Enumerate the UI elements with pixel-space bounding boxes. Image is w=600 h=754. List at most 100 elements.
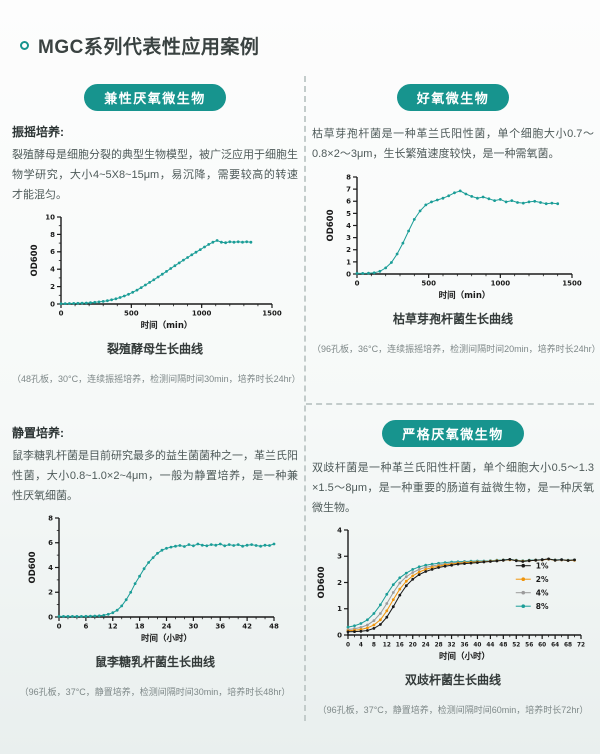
svg-text:7: 7 [346,185,351,193]
svg-text:500: 500 [421,279,436,287]
section-facultative-anaerobe: 兼性厌氧微生物 振摇培养: 裂殖酵母是细胞分裂的典型生物模型，被广泛应用于细胞生… [12,84,301,385]
badge-aerobe: 好氧微生物 [396,84,510,111]
chart-caption-lactobacillus: 鼠李糖乳杆菌生长曲线 [94,655,215,670]
svg-text:4%: 4% [536,589,549,598]
svg-text:48: 48 [269,623,279,631]
svg-text:3: 3 [346,234,351,242]
page-title: MGC系列代表性应用案例 [38,37,260,58]
chart-note-lactobacillus: （96孔板，37°C，静置培养，检测间隔时间30min，培养时长48hr） [19,687,291,698]
svg-text:42: 42 [242,623,252,631]
svg-text:1000: 1000 [491,279,511,287]
svg-text:OD600: OD600 [326,209,336,241]
svg-text:0: 0 [59,310,64,318]
svg-text:5: 5 [346,209,351,217]
description-bifidobacterium: 双歧杆菌是一种革兰氏阳性杆菌，单个细胞大小0.5～1.3 ×1.5～8μm，是一… [312,462,594,514]
svg-text:2: 2 [48,589,53,597]
svg-text:1500: 1500 [562,279,582,287]
svg-text:24: 24 [162,623,172,631]
svg-text:72: 72 [577,643,585,649]
svg-text:16: 16 [396,643,404,649]
svg-text:36: 36 [215,623,225,631]
svg-text:OD600: OD600 [28,552,38,584]
svg-text:36: 36 [460,643,468,649]
svg-text:18: 18 [135,623,145,631]
svg-text:68: 68 [564,643,572,649]
svg-text:20: 20 [409,643,417,649]
svg-text:56: 56 [525,643,533,649]
section-strict-anaerobe: 严格厌氧微生物 双歧杆菌是一种革兰氏阳性杆菌，单个细胞大小0.5～1.3 ×1.… [312,420,594,716]
svg-text:12: 12 [108,623,118,631]
svg-text:40: 40 [473,643,481,649]
svg-text:10: 10 [45,214,55,222]
svg-text:6: 6 [346,197,351,205]
svg-text:2%: 2% [536,575,549,584]
svg-text:时间（min）: 时间（min） [439,290,491,301]
svg-text:0: 0 [346,270,351,278]
bacillus-growth-chart: 0 500 1000 1500 0 1 2 3 4 5 6 7 8 时间（min） OD600 [312,169,594,301]
svg-text:500: 500 [124,310,139,318]
description-bacillus: 枯草芽孢杆菌是一种革兰氏阳性菌，单个细胞大小0.7～0.8×2～3μm，生长繁殖… [312,128,594,160]
svg-text:24: 24 [422,643,430,649]
chart-note-bifidobacterium: （96孔板，37°C，静置培养，检测间隔时间60min，培养时长72hr） [317,705,589,716]
chart-note-bacillus: （96孔板，36°C，连续振摇培养，检测间隔时间20min，培养时长24hr） [312,343,600,354]
section-aerobe: 好氧微生物 枯草芽孢杆菌是一种革兰氏阳性菌，单个细胞大小0.7～0.8×2～3μ… [312,84,600,355]
svg-text:0: 0 [50,301,55,309]
svg-text:4: 4 [50,266,55,274]
chart-caption-bacillus: 枯草芽孢杆菌生长曲线 [392,311,513,326]
svg-text:4: 4 [337,527,342,535]
badge-facultative-anaerobe: 兼性厌氧微生物 [84,84,226,111]
description-fission-yeast: 裂殖酵母是细胞分裂的典型生物模型，被广泛应用于细胞生物学研究，大小4~5X8~1… [12,149,298,201]
svg-text:0: 0 [48,614,53,622]
svg-text:28: 28 [435,643,443,649]
svg-text:0: 0 [346,643,350,649]
svg-text:0: 0 [355,279,360,287]
svg-text:8: 8 [50,231,55,239]
lactobacillus-growth-chart: 0 6 12 18 24 30 36 42 48 0 2 4 6 8 时间（小时） OD600 [12,510,298,645]
description-lactobacillus: 鼠李糖乳杆菌是目前研究最多的益生菌菌种之一，革兰氏阳性菌，大小0.8~1.0×2… [12,450,298,502]
svg-text:12: 12 [383,643,391,649]
svg-text:48: 48 [499,643,507,649]
svg-text:4: 4 [346,221,351,229]
svg-text:OD600: OD600 [317,567,327,599]
svg-text:0: 0 [337,632,342,640]
svg-text:44: 44 [486,643,494,649]
method-label-static: 静置培养: [12,426,64,440]
chart-caption-bifidobacterium: 双歧杆菌生长曲线 [404,673,501,688]
circle-bullet-icon [20,41,29,50]
svg-text:8: 8 [48,515,53,523]
yeast-growth-chart: 0 500 1000 1500 0 2 4 6 8 10 时间（min） OD600 [12,209,298,332]
section-static-culture: 静置培养: 鼠李糖乳杆菌是目前研究最多的益生菌菌种之一，革兰氏阳性菌，大小0.8… [12,424,298,698]
page-header: MGC系列代表性应用案例 [20,32,259,59]
svg-text:1000: 1000 [192,310,212,318]
svg-text:时间（小时）: 时间（小时） [141,633,192,644]
svg-text:6: 6 [50,249,55,257]
svg-text:1: 1 [337,606,342,614]
svg-text:8: 8 [372,643,376,649]
svg-text:1500: 1500 [262,310,282,318]
svg-text:OD600: OD600 [30,245,40,277]
svg-text:1%: 1% [536,562,549,571]
svg-text:4: 4 [359,643,363,649]
svg-text:3: 3 [337,553,342,561]
svg-text:6: 6 [83,623,88,631]
svg-text:6: 6 [48,540,53,548]
svg-text:2: 2 [337,579,342,587]
svg-text:1: 1 [346,258,351,266]
svg-text:8%: 8% [536,602,549,611]
svg-text:时间（小时）: 时间（小时） [439,651,490,662]
method-label-shaking: 振摇培养: [12,125,64,139]
svg-text:时间（min）: 时间（min） [141,320,193,331]
chart-caption-yeast: 裂殖酵母生长曲线 [106,342,203,357]
bifidobacterium-growth-chart: 0 4 8 12 16 20 24 28 32 36 40 44 48 52 56 60 64 68 72 0 1 2 3 4… [312,522,594,663]
svg-text:52: 52 [512,643,520,649]
svg-text:0: 0 [57,623,62,631]
svg-text:4: 4 [48,564,53,572]
badge-strict-anaerobe: 严格厌氧微生物 [382,420,524,447]
vertical-dashed-divider [304,76,306,721]
svg-text:8: 8 [346,173,351,181]
svg-text:32: 32 [448,643,456,649]
svg-text:2: 2 [50,283,55,291]
svg-text:60: 60 [538,643,546,649]
chart-note-yeast: （48孔板，30°C，连续振摇培养，检测间隔时间30min，培养时长24hr） [12,374,301,385]
horizontal-dashed-divider [306,403,594,405]
